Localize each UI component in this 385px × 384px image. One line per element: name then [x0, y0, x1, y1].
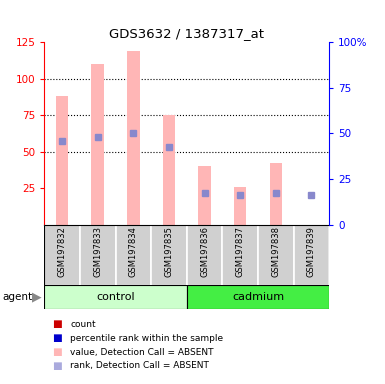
- Text: GSM197836: GSM197836: [200, 227, 209, 278]
- Bar: [151, 225, 187, 286]
- Text: GSM197837: GSM197837: [236, 227, 244, 278]
- Text: ■: ■: [52, 361, 62, 371]
- Text: GSM197833: GSM197833: [93, 227, 102, 278]
- Text: GSM197834: GSM197834: [129, 227, 138, 277]
- Bar: [44, 225, 80, 286]
- Bar: [187, 285, 329, 309]
- Text: ■: ■: [52, 333, 62, 343]
- Text: GSM197832: GSM197832: [58, 227, 67, 277]
- Bar: [270, 163, 282, 225]
- Text: GSM197839: GSM197839: [307, 227, 316, 277]
- Bar: [234, 187, 246, 225]
- Bar: [163, 115, 175, 225]
- Bar: [293, 225, 329, 286]
- Bar: [116, 225, 151, 286]
- Bar: [80, 225, 116, 286]
- Bar: [258, 225, 294, 286]
- Text: rank, Detection Call = ABSENT: rank, Detection Call = ABSENT: [70, 361, 209, 371]
- Title: GDS3632 / 1387317_at: GDS3632 / 1387317_at: [109, 26, 264, 40]
- Text: count: count: [70, 320, 96, 329]
- Bar: [127, 51, 139, 225]
- Bar: [223, 225, 258, 286]
- Text: cadmium: cadmium: [232, 292, 284, 302]
- Bar: [187, 225, 223, 286]
- Text: control: control: [96, 292, 135, 302]
- Text: ■: ■: [52, 319, 62, 329]
- Text: percentile rank within the sample: percentile rank within the sample: [70, 334, 224, 343]
- Text: value, Detection Call = ABSENT: value, Detection Call = ABSENT: [70, 348, 214, 357]
- Bar: [44, 285, 187, 309]
- Text: GSM197838: GSM197838: [271, 227, 280, 278]
- Text: ▶: ▶: [32, 291, 42, 304]
- Bar: [92, 64, 104, 225]
- Text: ■: ■: [52, 347, 62, 357]
- Text: agent: agent: [2, 292, 32, 302]
- Bar: [198, 166, 211, 225]
- Text: GSM197835: GSM197835: [164, 227, 173, 277]
- Bar: [56, 96, 68, 225]
